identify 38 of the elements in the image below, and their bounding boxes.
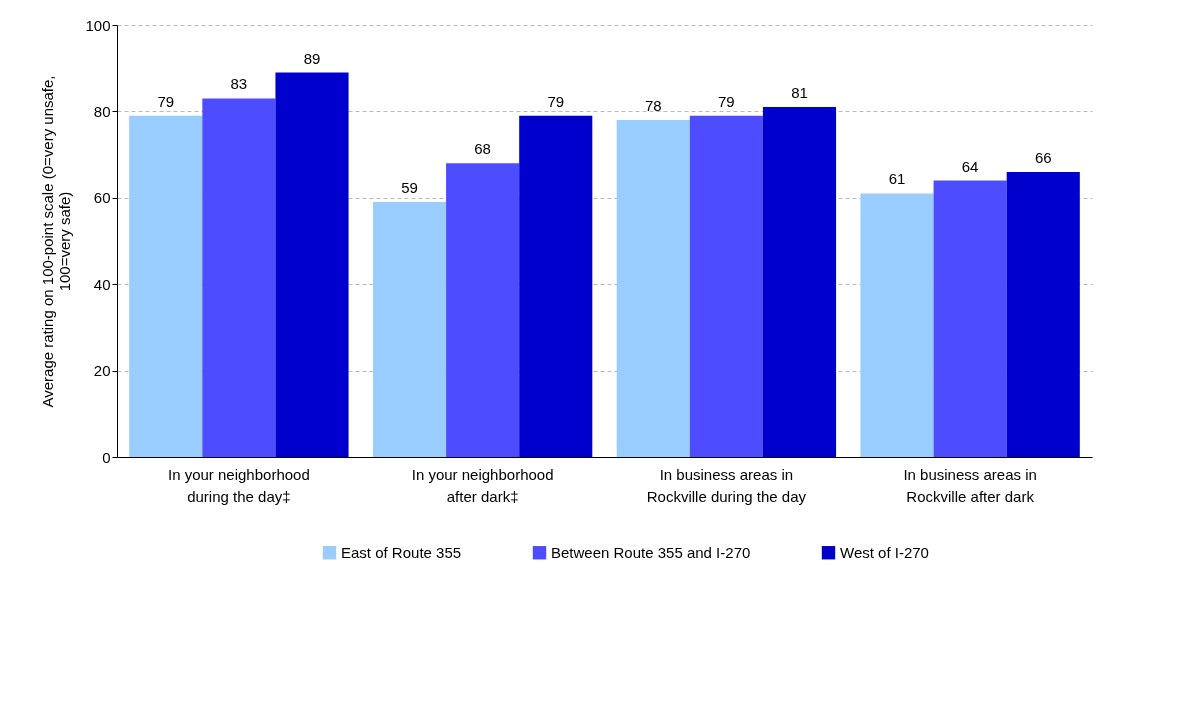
legend-label: East of Route 355 xyxy=(341,543,462,561)
bar xyxy=(519,115,593,457)
data-label: 61 xyxy=(888,170,906,188)
bar xyxy=(689,115,763,457)
data-label: 79 xyxy=(547,92,565,110)
y-tick-label: 80 xyxy=(93,102,111,120)
data-label: 79 xyxy=(157,92,175,110)
legend-label: Between Route 355 and I-270 xyxy=(551,543,751,561)
data-label: 59 xyxy=(401,179,418,197)
y-tick-label: 40 xyxy=(93,275,111,293)
bar xyxy=(860,193,934,457)
y-tick-label: 0 xyxy=(102,448,111,466)
data-label: 79 xyxy=(718,92,735,110)
data-label: 81 xyxy=(791,84,808,102)
bar xyxy=(616,120,690,457)
bar xyxy=(1006,171,1080,457)
x-tick-label: In your neighborhood during the day‡ xyxy=(167,465,310,505)
y-tick-label: 100 xyxy=(85,16,111,34)
x-tick-label: In your neighborhood after dark‡ xyxy=(411,465,554,505)
bar xyxy=(202,98,276,457)
bar xyxy=(372,202,447,457)
y-tick-label: 60 xyxy=(93,189,111,207)
data-label: 64 xyxy=(961,157,979,175)
bar xyxy=(129,115,203,457)
legend-label: West of I-270 xyxy=(840,543,929,561)
data-label: 66 xyxy=(1034,148,1052,166)
x-tick-label: In business areas in Rockville during the day xyxy=(646,465,807,505)
bar xyxy=(762,107,837,457)
data-label: 83 xyxy=(230,75,248,93)
bar xyxy=(933,180,1007,457)
data-label: 68 xyxy=(474,140,491,158)
data-label: 89 xyxy=(303,49,321,67)
data-label: 78 xyxy=(644,97,662,115)
y-tick-label: 20 xyxy=(93,362,111,380)
bar xyxy=(446,163,520,457)
x-tick-label: In business areas in Rockville after dark xyxy=(903,465,1037,505)
bar xyxy=(275,72,349,457)
y-axis-title: Average rating on 100-point scale (0=very unsafe, 100=very safe) xyxy=(39,75,74,408)
